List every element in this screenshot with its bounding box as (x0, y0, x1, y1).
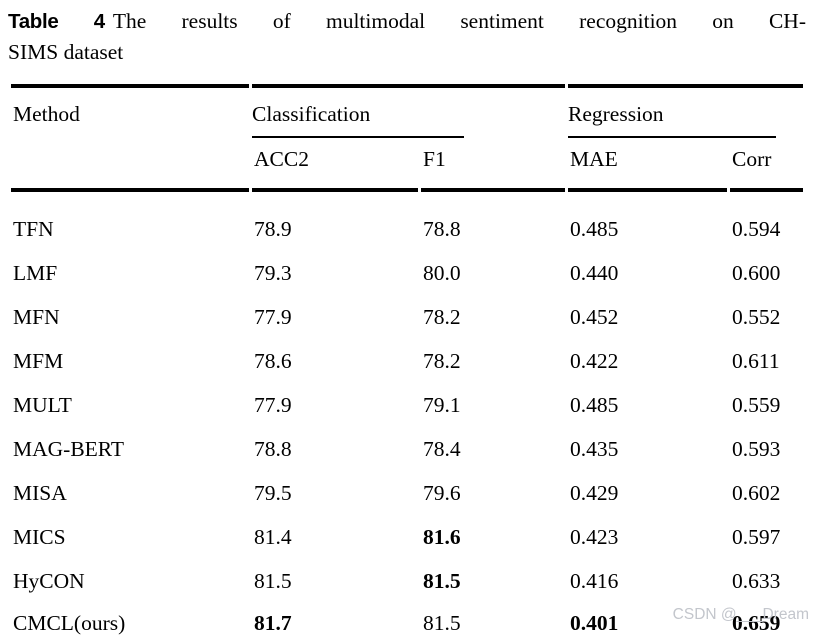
acc2-cell: 79.3 (254, 261, 292, 285)
method-cell: MISA (13, 481, 67, 505)
mae-cell: 0.401 (568, 596, 727, 636)
method-cell: CMCL(ours) (11, 596, 249, 636)
table-body: TFN 78.9 78.8 0.485 0.594 LMF 79.3 80.0 … (11, 192, 803, 636)
regression-group-label: Regression (568, 102, 664, 126)
method-cell: MULT (13, 393, 72, 417)
method-cell: TFN (13, 217, 54, 241)
mae-cell: 0.423 (570, 525, 619, 549)
mae-cell: 0.422 (570, 349, 619, 373)
acc2-cell: 81.7 (252, 596, 418, 636)
corr-cell: 0.597 (732, 525, 781, 549)
watermark: CSDN @___Dream (672, 606, 809, 623)
subheader-row: ACC2 F1 MAE Corr (11, 138, 803, 192)
table-row: MICS 81.4 81.6 0.423 0.597 (11, 508, 803, 552)
f1-cell: 80.0 (423, 261, 461, 285)
acc2-cell: 81.4 (254, 525, 292, 549)
f1-cell: 78.2 (423, 305, 461, 329)
mae-cell: 0.440 (570, 261, 619, 285)
mae-cell: 0.416 (570, 569, 619, 593)
classification-group-label: Classification (252, 102, 371, 126)
table-row: MFM 78.6 78.2 0.422 0.611 (11, 332, 803, 376)
acc2-cell: 78.9 (254, 217, 292, 241)
f1-column-header: F1 (421, 138, 565, 192)
table-row: MISA 79.5 79.6 0.429 0.602 (11, 464, 803, 508)
acc2-cell: 78.8 (254, 437, 292, 461)
corr-column-header: Corr (730, 138, 803, 192)
group-header-row: Method Classification Regression (11, 84, 803, 192)
f1-cell: 81.6 (423, 525, 461, 549)
acc2-cell: 77.9 (254, 393, 292, 417)
method-cell: MICS (13, 525, 66, 549)
regression-group-underline (568, 136, 776, 138)
table-row: HyCON 81.5 81.5 0.416 0.633 (11, 552, 803, 596)
mae-cell: 0.429 (570, 481, 619, 505)
corr-cell: 0.552 (732, 305, 781, 329)
method-cell: HyCON (13, 569, 85, 593)
corr-cell: 0.633 (732, 569, 781, 593)
mae-cell: 0.485 (570, 217, 619, 241)
method-cell: MFM (13, 349, 64, 373)
f1-cell: 78.4 (423, 437, 461, 461)
caption-line-2: SIMS dataset (8, 40, 124, 64)
table-caption: Table 4 The results of multimodal sentime… (8, 6, 806, 68)
f1-cell: 79.1 (423, 393, 461, 417)
f1-cell: 81.5 (421, 596, 565, 636)
table-header: Method Classification Regression ACC2 F1… (11, 84, 803, 192)
corr-cell: 0.602 (732, 481, 781, 505)
acc2-cell: 79.5 (254, 481, 292, 505)
f1-cell: 81.5 (423, 569, 461, 593)
acc2-column-header: ACC2 (252, 138, 418, 192)
results-table: Method Classification Regression ACC2 F1… (8, 84, 806, 636)
table-row: TFN 78.9 78.8 0.485 0.594 (11, 192, 803, 244)
acc2-cell: 78.6 (254, 349, 292, 373)
acc2-cell: 81.5 (254, 569, 292, 593)
table-row: MFN 77.9 78.2 0.452 0.552 (11, 288, 803, 332)
f1-cell: 78.8 (423, 217, 461, 241)
method-cell: MAG-BERT (13, 437, 124, 461)
table-row: MULT 77.9 79.1 0.485 0.559 (11, 376, 803, 420)
classification-group-header: Classification (252, 84, 565, 138)
classification-group-underline (252, 136, 464, 138)
method-cell: MFN (13, 305, 60, 329)
table-row: MAG-BERT 78.8 78.4 0.435 0.593 (11, 420, 803, 464)
method-column-header: Method (11, 84, 249, 192)
table-row: LMF 79.3 80.0 0.440 0.600 (11, 244, 803, 288)
table-row: CMCL(ours) 81.7 81.5 0.401 0.659 (11, 596, 803, 636)
f1-cell: 78.2 (423, 349, 461, 373)
mae-cell: 0.452 (570, 305, 619, 329)
f1-cell: 79.6 (423, 481, 461, 505)
mae-cell: 0.485 (570, 393, 619, 417)
corr-cell: 0.659 (730, 596, 803, 636)
acc2-cell: 77.9 (254, 305, 292, 329)
table-number-label: Table 4 (8, 10, 105, 33)
corr-cell: 0.559 (732, 393, 781, 417)
caption-line-1: Table 4 The results of multimodal sentime… (8, 6, 806, 37)
mae-column-header: MAE (568, 138, 727, 192)
method-cell: LMF (13, 261, 58, 285)
mae-cell: 0.435 (570, 437, 619, 461)
corr-cell: 0.593 (732, 437, 781, 461)
corr-cell: 0.611 (732, 349, 780, 373)
caption-text-line1: The results of multimodal sentiment reco… (112, 9, 806, 33)
regression-group-header: Regression (568, 84, 803, 138)
corr-cell: 0.594 (732, 217, 781, 241)
corr-cell: 0.600 (732, 261, 781, 285)
